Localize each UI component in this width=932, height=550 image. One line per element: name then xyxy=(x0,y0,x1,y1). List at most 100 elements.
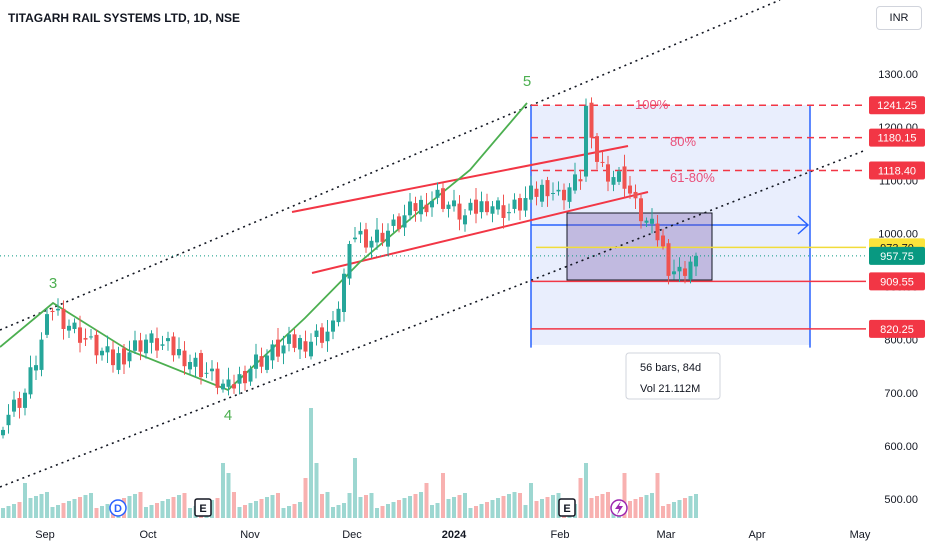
volume-bar xyxy=(419,492,423,518)
volume-bar xyxy=(490,500,495,518)
candle-body xyxy=(551,193,555,194)
candle-body xyxy=(254,354,258,369)
candle-body xyxy=(375,229,379,243)
candle-body xyxy=(402,215,407,228)
candle-body xyxy=(611,177,616,185)
volume-bar xyxy=(446,499,451,518)
candle-body xyxy=(166,338,170,342)
candle-body xyxy=(325,331,330,342)
volume-bar xyxy=(600,494,605,518)
candle-body xyxy=(133,340,137,351)
candle-body xyxy=(562,189,566,201)
volume-bar xyxy=(518,493,522,518)
volume-bar xyxy=(177,495,181,518)
candle-body xyxy=(655,223,660,241)
candle-body xyxy=(265,355,269,370)
candle-body xyxy=(89,336,93,338)
volume-bar xyxy=(1,508,5,518)
candle-body xyxy=(397,216,401,230)
price-tick: 500.00 xyxy=(884,494,918,506)
volume-bar xyxy=(358,497,363,518)
volume-bar xyxy=(12,504,16,518)
earnings-marker xyxy=(194,498,212,517)
candle-body xyxy=(512,199,517,209)
candle-body xyxy=(358,230,363,235)
volume-bar xyxy=(677,500,682,518)
volume-bar xyxy=(149,505,154,518)
volume-bar xyxy=(463,493,467,518)
measure-info-box xyxy=(625,352,721,400)
candle-body xyxy=(100,350,104,356)
candle-body xyxy=(391,219,396,226)
candle-body xyxy=(617,171,621,182)
volume-bar xyxy=(171,497,176,518)
volume-bar xyxy=(397,500,401,518)
candle-body xyxy=(490,206,495,214)
candle-body xyxy=(545,180,550,197)
volume-bar xyxy=(413,494,418,518)
volume-bar xyxy=(375,508,379,518)
price-tag-bg xyxy=(869,161,925,180)
candle-body xyxy=(270,344,275,361)
candle-body xyxy=(160,344,165,346)
volume-bar xyxy=(325,492,330,518)
price-tick: 700.00 xyxy=(884,388,918,400)
candle-body xyxy=(446,204,451,209)
volume-bar xyxy=(292,504,297,518)
measure-bars-text: 56 bars, 84d xyxy=(640,362,701,374)
volume-bar xyxy=(94,508,99,518)
volume-bar xyxy=(650,493,654,518)
candle-body xyxy=(12,399,16,412)
volume-bar xyxy=(182,493,187,518)
candle-body xyxy=(463,215,467,225)
volume-bar xyxy=(369,493,374,518)
candle-body xyxy=(578,179,583,182)
volume-bar xyxy=(595,496,599,518)
candle-body xyxy=(628,185,632,194)
wave-label-5: 5 xyxy=(523,73,531,90)
candle-body xyxy=(452,200,456,207)
volume-bar xyxy=(259,499,264,518)
candle-body xyxy=(523,198,528,211)
volume-bar xyxy=(474,506,478,518)
volume-bar xyxy=(314,463,319,518)
candle-body xyxy=(364,229,368,248)
candle-body xyxy=(600,161,605,163)
candle-body xyxy=(6,414,11,426)
volume-bar xyxy=(644,495,649,518)
candle-body xyxy=(182,350,187,367)
currency-selector[interactable]: INR xyxy=(876,6,922,30)
wave-label-4: 4 xyxy=(224,407,232,424)
candle-body xyxy=(567,187,572,202)
candle-body xyxy=(199,353,203,378)
candle-body xyxy=(204,372,209,374)
time-tick: Oct xyxy=(139,529,156,541)
volume-bar xyxy=(551,495,555,518)
price-tag-bg xyxy=(869,128,925,147)
price-tag: 1118.40 xyxy=(869,161,925,180)
candle-body xyxy=(138,340,143,352)
candle-body xyxy=(45,314,49,335)
candle-body xyxy=(347,244,352,279)
price-tag: 957.75 xyxy=(869,246,925,265)
price-tag-value: 957.75 xyxy=(880,251,914,263)
candle-body xyxy=(474,199,478,214)
candle-body xyxy=(457,203,462,220)
time-tick: 2024 xyxy=(442,529,467,541)
candle-body xyxy=(171,336,176,356)
volume-bar xyxy=(23,483,27,518)
volume-bar xyxy=(578,478,583,518)
candle-body xyxy=(78,327,82,343)
symbol-title: TITAGARH RAIL SYSTEMS LTD, 1D, NSE xyxy=(8,11,241,25)
volume-bar xyxy=(364,495,368,518)
candle-body xyxy=(303,341,308,352)
price-tag-value: 1180.15 xyxy=(878,133,917,145)
volume-bar xyxy=(67,501,71,518)
volume-bar xyxy=(61,503,66,518)
candle-body xyxy=(232,384,236,389)
volume-bar xyxy=(452,497,456,518)
candle-body xyxy=(193,357,198,367)
candle-body xyxy=(281,345,286,354)
